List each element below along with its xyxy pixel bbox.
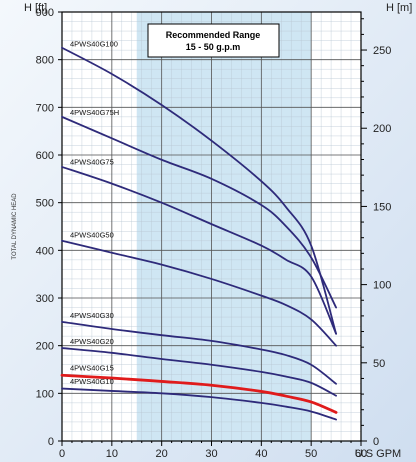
series-line-4pws40g10 <box>61 387 337 421</box>
y-tick-label-ft: 800 <box>36 55 54 67</box>
y-tick-label-m: 50 <box>373 358 385 370</box>
y-tick-label-ft: 300 <box>36 293 54 305</box>
y-axis-title-left: H [ft] <box>24 2 47 14</box>
series-label: 4PWS40G15 <box>70 364 114 373</box>
series-label: 4PWS40G75 <box>70 157 114 166</box>
series-label: 4PWS40G100 <box>70 40 118 49</box>
y-tick-label-ft: 900 <box>36 7 54 19</box>
recommended-range-title: Recommended Range <box>166 30 261 40</box>
y-axis-side-title: TOTAL DYNAMIC HEAD <box>12 193 18 260</box>
series-label: 4PWS40G10 <box>70 377 114 386</box>
y-tick-label-ft: 100 <box>36 388 54 400</box>
series-line-4pws40g30 <box>61 320 337 385</box>
x-tick-label: 30 <box>205 448 217 460</box>
x-tick-label: 60 <box>355 448 367 460</box>
x-tick-label: 10 <box>106 448 118 460</box>
x-axis-title: U.S GPM <box>355 448 401 460</box>
series-line-4pws40g15 <box>60 373 338 414</box>
y-tick-label-ft: 700 <box>36 102 54 114</box>
y-tick-label-m: 250 <box>373 45 391 57</box>
y-tick-label-m: 100 <box>373 280 391 292</box>
y-tick-label-m: 0 <box>373 436 379 448</box>
series-line-4pws40g50 <box>61 239 337 347</box>
series-line-4pws40g75 <box>61 166 337 335</box>
y-axis-title-right: H [m] <box>386 2 412 14</box>
recommended-range-box <box>147 23 280 58</box>
y-tick-label-ft: 400 <box>36 245 54 257</box>
series-label: 4PWS40G30 <box>70 311 114 320</box>
y-tick-label-ft: 200 <box>36 341 54 353</box>
x-tick-label: 20 <box>156 448 168 460</box>
series-line-4pws40g100 <box>61 46 337 335</box>
y-tick-label-ft: 600 <box>36 150 54 162</box>
y-tick-label-m: 150 <box>373 201 391 213</box>
series-label: 4PWS40G75H <box>70 108 119 117</box>
x-tick-label: 50 <box>305 448 317 460</box>
series-line-4pws40g20 <box>61 347 337 397</box>
y-tick-label-ft: 0 <box>48 436 54 448</box>
series-line-4pws40g75h <box>61 115 337 309</box>
recommended-range-band <box>136 12 312 441</box>
y-tick-label-ft: 500 <box>36 198 54 210</box>
x-tick-label: 40 <box>255 448 267 460</box>
series-label: 4PWS40G20 <box>70 337 114 346</box>
recommended-range-subtitle: 15 - 50 g.p.m <box>186 42 241 52</box>
y-tick-label-m: 200 <box>373 123 391 135</box>
x-tick-label: 0 <box>59 448 65 460</box>
series-label: 4PWS40G50 <box>70 231 114 240</box>
